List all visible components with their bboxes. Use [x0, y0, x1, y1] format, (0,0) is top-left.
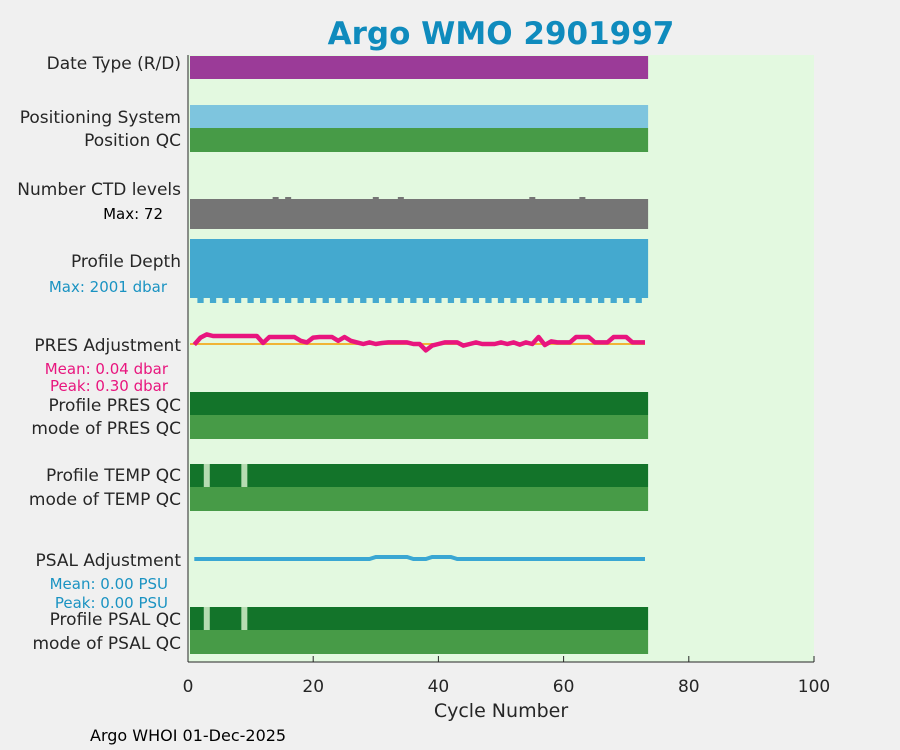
profile-pres-qc-bar [190, 392, 649, 415]
profile-depth-cycle [259, 298, 267, 303]
profile-depth-cycle [360, 298, 367, 303]
profile-psal-qc-flag [241, 607, 248, 630]
profile-depth-cycle [272, 298, 279, 303]
label-pres-mean: Mean: 0.04 dbar [45, 360, 169, 378]
profile-depth-cycle [497, 298, 505, 303]
profile-depth-cycle [635, 298, 642, 303]
profile-depth-cycle [547, 298, 555, 303]
label-ctd-max: Max: 72 [103, 205, 163, 223]
label-date-type: Date Type (R/D) [47, 54, 181, 74]
profile-depth-cycle [447, 298, 455, 303]
x-axis-label: Cycle Number [434, 700, 568, 722]
label-psal-adjustment: PSAL Adjustment [36, 551, 182, 571]
profile-depth-bar [190, 239, 649, 298]
profile-temp-qc-flag [241, 464, 248, 487]
x-tick-label: 0 [183, 677, 194, 697]
label-mode-pres-qc: mode of PRES QC [31, 419, 181, 439]
ctd-levels-notch [529, 197, 536, 200]
profile-depth-cycle [234, 298, 242, 303]
profile-depth-cycle [347, 298, 354, 303]
x-tick-label: 60 [553, 677, 575, 697]
label-profile-psal-qc: Profile PSAL QC [50, 610, 181, 630]
label-pres-adjustment: PRES Adjustment [34, 336, 181, 356]
label-profile-depth: Profile Depth [71, 252, 181, 272]
label-pres-peak: Peak: 0.30 dbar [50, 377, 169, 395]
ctd-levels-notch [272, 197, 279, 200]
profile-depth-cycle [222, 298, 229, 303]
profile-depth-cycle [397, 298, 404, 303]
x-tick-label: 40 [428, 677, 450, 697]
ctd-levels-notch [397, 197, 404, 200]
profile-depth-cycle [197, 298, 204, 303]
footer-credit: Argo WHOI 01-Dec-2025 [90, 726, 286, 745]
profile-psal-qc-flag [203, 607, 210, 630]
label-position-qc: Position QC [84, 131, 181, 151]
ctd-levels-notch [579, 197, 586, 200]
profile-depth-cycle [623, 298, 630, 303]
ctd-levels-notch [372, 197, 379, 200]
mode-pres-qc-bar [190, 415, 649, 439]
positioning-system-bar [190, 105, 649, 128]
label-ctd-levels: Number CTD levels [17, 180, 181, 200]
chart-title: Argo WMO 2901997 [328, 16, 675, 52]
position-qc-bar [190, 128, 649, 152]
profile-depth-cycle [247, 298, 254, 303]
profile-depth-cycle [297, 298, 304, 303]
profile-depth-cycle [310, 298, 317, 303]
profile-depth-cycle [372, 298, 379, 303]
profile-psal-qc-bar [190, 607, 649, 630]
profile-depth-cycle [510, 298, 517, 303]
profile-depth-cycle [285, 298, 292, 303]
profile-depth-cycle [535, 298, 542, 303]
profile-depth-cycle [385, 298, 392, 303]
label-mode-psal-qc: mode of PSAL QC [32, 634, 181, 654]
profile-depth-cycle [585, 298, 592, 303]
ctd-levels-notch [285, 197, 292, 200]
x-tick-label: 80 [678, 677, 700, 697]
profile-depth-cycle [410, 298, 417, 303]
label-positioning-system: Positioning System [20, 108, 181, 128]
profile-depth-cycle [460, 298, 467, 303]
label-depth-max: Max: 2001 dbar [49, 278, 168, 296]
mode-psal-qc-bar [190, 630, 649, 654]
profile-depth-cycle [572, 298, 580, 303]
profile-depth-cycle [485, 298, 492, 303]
profile-temp-qc-flag [203, 464, 210, 487]
label-mode-temp-qc: mode of TEMP QC [29, 490, 181, 510]
profile-depth-cycle [209, 298, 217, 303]
label-psal-peak: Peak: 0.00 PSU [55, 594, 168, 612]
x-tick-label: 100 [798, 677, 830, 697]
mode-temp-qc-bar [190, 487, 649, 511]
psal-adjustment-line [194, 555, 645, 561]
date-type-bar [190, 56, 649, 79]
profile-depth-cycle [335, 298, 342, 303]
profile-depth-cycle [472, 298, 480, 303]
profile-depth-cycle [610, 298, 617, 303]
profile-depth-cycle [322, 298, 329, 303]
ctd-levels-bar [190, 199, 649, 229]
profile-depth-cycle [435, 298, 442, 303]
pres-adjustment-line [192, 332, 645, 353]
label-profile-pres-qc: Profile PRES QC [48, 396, 181, 416]
profile-depth-cycle [522, 298, 530, 303]
label-psal-mean: Mean: 0.00 PSU [50, 575, 168, 593]
profile-depth-cycle [598, 298, 605, 303]
profile-depth-cycle [422, 298, 430, 303]
label-profile-temp-qc: Profile TEMP QC [46, 466, 181, 486]
profile-depth-cycle [560, 298, 567, 303]
x-tick-label: 20 [302, 677, 324, 697]
profile-temp-qc-bar [190, 464, 649, 487]
